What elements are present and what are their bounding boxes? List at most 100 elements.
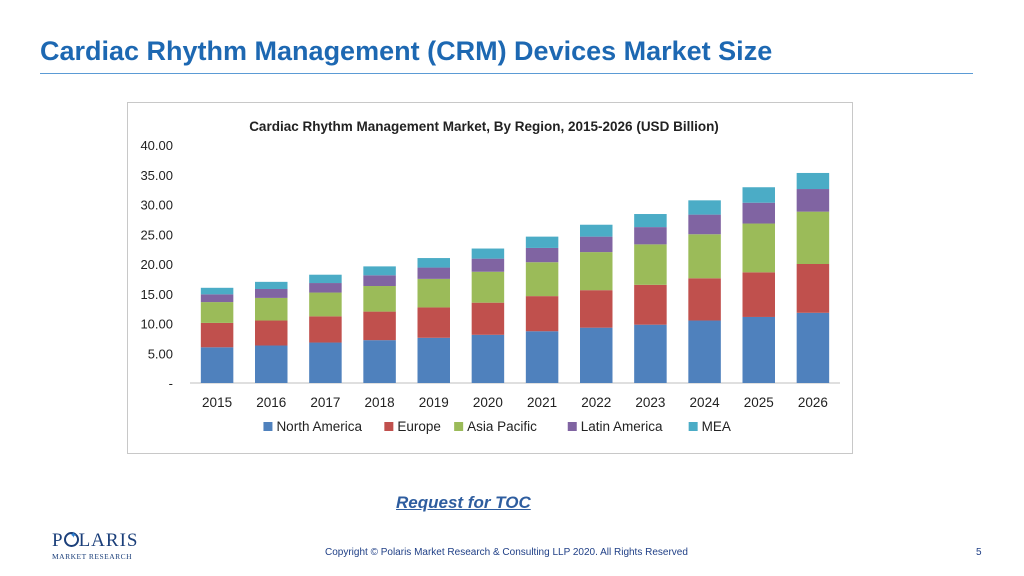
bar-segment-mea: [200, 287, 234, 295]
y-tick-label: 20.00: [140, 257, 173, 272]
bar-segment-asia-pacific: [309, 292, 342, 317]
bar-segment-north-america: [471, 334, 505, 383]
bar-segment-europe: [309, 316, 342, 343]
bar-segment-mea: [742, 187, 775, 203]
x-tick-label: 2017: [310, 395, 340, 410]
bar-segment-mea: [471, 248, 505, 259]
bar-segment-latin-america: [796, 189, 830, 212]
bar-segment-north-america: [525, 331, 559, 383]
bar-segment-mea: [634, 214, 667, 228]
bar-segment-asia-pacific: [525, 262, 559, 297]
bar-segment-europe: [200, 322, 234, 348]
bar-segment-europe: [634, 284, 667, 325]
x-tick-label: 2026: [798, 395, 828, 410]
x-tick-label: 2016: [256, 395, 286, 410]
bar-segment-asia-pacific: [471, 271, 505, 303]
bar-segment-north-america: [309, 342, 342, 383]
bar-segment-north-america: [363, 340, 396, 383]
bar-segment-latin-america: [309, 283, 342, 293]
legend-label: Europe: [397, 419, 441, 434]
bar-segment-mea: [580, 224, 613, 237]
bar-segment-mea: [255, 281, 288, 289]
bar-segment-europe: [525, 296, 559, 332]
x-tick-label: 2018: [365, 395, 395, 410]
x-tick-label: 2020: [473, 395, 503, 410]
bar-segment-latin-america: [688, 214, 721, 235]
y-tick-label: 25.00: [140, 227, 173, 242]
request-toc-link[interactable]: Request for TOC: [396, 493, 531, 512]
bar-segment-asia-pacific: [796, 211, 830, 264]
bar-segment-asia-pacific: [634, 244, 667, 285]
legend-swatch: [454, 422, 464, 431]
legend-swatch: [567, 422, 577, 431]
x-tick-label: 2022: [581, 395, 611, 410]
y-tick-label: 15.00: [140, 287, 173, 302]
bar-segment-north-america: [796, 312, 830, 383]
legend-label: Latin America: [581, 419, 663, 434]
bar-segment-mea: [417, 258, 450, 268]
x-tick-label: 2024: [690, 395, 721, 410]
bar-segment-north-america: [580, 327, 613, 383]
y-tick-label: 30.00: [140, 198, 173, 213]
bar-segment-europe: [742, 272, 775, 317]
y-tick-label: 35.00: [140, 168, 173, 183]
bar-segment-asia-pacific: [742, 223, 775, 273]
bar-segment-latin-america: [471, 258, 505, 272]
logo-subtitle: MARKET RESEARCH: [52, 552, 133, 561]
bar-segment-latin-america: [200, 294, 234, 303]
bar-segment-latin-america: [742, 202, 775, 224]
page-number: 5: [976, 547, 982, 558]
bar-segment-asia-pacific: [417, 278, 450, 308]
bar-segment-europe: [255, 320, 288, 346]
x-tick-label: 2019: [419, 395, 449, 410]
x-tick-label: 2023: [635, 395, 665, 410]
bar-segment-europe: [471, 302, 505, 335]
slide-title: Cardiac Rhythm Management (CRM) Devices …: [40, 36, 773, 66]
bar-segment-mea: [309, 274, 342, 284]
legend-label: Asia Pacific: [467, 419, 537, 434]
bar-segment-latin-america: [525, 247, 559, 263]
bar-segment-asia-pacific: [255, 297, 288, 321]
y-tick-label: 10.00: [140, 317, 173, 332]
y-tick-label: -: [169, 376, 173, 391]
legend-swatch: [263, 422, 273, 431]
legend-swatch: [688, 422, 698, 431]
legend-label: MEA: [702, 419, 731, 434]
bar-segment-europe: [580, 290, 613, 328]
bar-segment-north-america: [200, 347, 234, 383]
bar-segment-mea: [363, 266, 396, 276]
stacked-bar-chart: Cardiac Rhythm Management Market, By Reg…: [140, 119, 840, 434]
bar-segment-north-america: [688, 320, 721, 383]
legend-label: North America: [276, 419, 362, 434]
bar-segment-europe: [688, 278, 721, 321]
bar-segment-europe: [796, 264, 830, 313]
bar-segment-asia-pacific: [580, 252, 613, 291]
bar-segment-latin-america: [580, 236, 613, 253]
x-tick-label: 2025: [744, 395, 774, 410]
x-tick-label: 2015: [202, 395, 232, 410]
bar-segment-latin-america: [363, 275, 396, 287]
bar-segment-north-america: [634, 324, 667, 383]
y-tick-label: 5.00: [148, 346, 173, 361]
bar-segment-latin-america: [255, 288, 288, 298]
title-divider: [40, 73, 973, 74]
chart-title: Cardiac Rhythm Management Market, By Reg…: [249, 119, 719, 134]
bar-segment-latin-america: [417, 267, 450, 279]
bar-segment-europe: [363, 311, 396, 341]
legend-swatch: [384, 422, 394, 431]
logo-wordmark: P ✦ LARIS: [52, 530, 139, 551]
copyright-notice: Copyright © Polaris Market Research & Co…: [325, 547, 688, 558]
x-tick-label: 2021: [527, 395, 557, 410]
bar-segment-asia-pacific: [688, 234, 721, 279]
bar-segment-north-america: [417, 337, 450, 383]
bar-segment-europe: [417, 307, 450, 338]
bar-segment-asia-pacific: [363, 286, 396, 312]
bar-segment-asia-pacific: [200, 302, 234, 323]
bar-segment-mea: [688, 200, 721, 215]
y-tick-label: 40.00: [140, 138, 173, 153]
bar-segment-north-america: [255, 345, 288, 383]
polaris-logo: P ✦ LARIS MARKET RESEARCH: [52, 530, 137, 562]
bar-segment-mea: [525, 236, 559, 248]
bar-segment-north-america: [742, 316, 775, 383]
bar-segment-latin-america: [634, 227, 667, 245]
